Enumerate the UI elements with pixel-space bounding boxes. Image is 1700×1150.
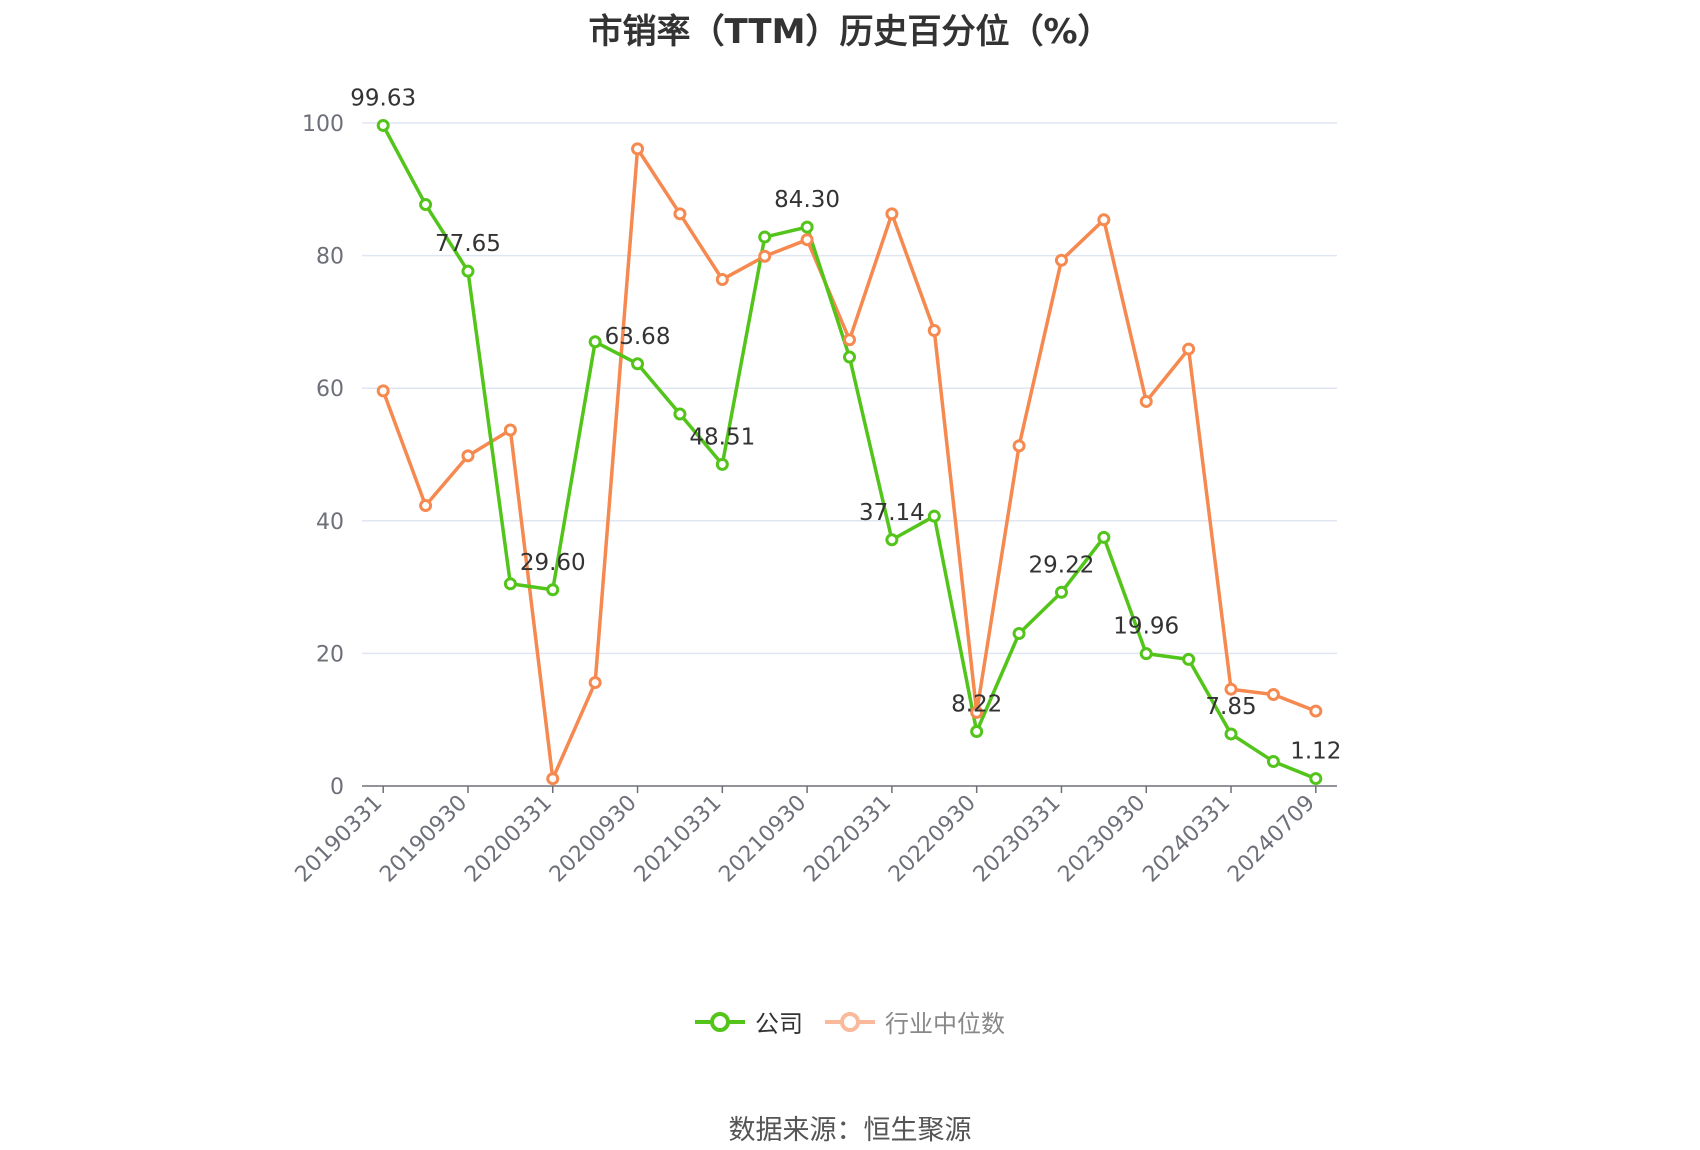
x-tick-label: 20230930: [1054, 791, 1151, 888]
data-point-1: [588, 676, 602, 690]
x-tick-label: 20200331: [460, 791, 557, 888]
data-point-0: [503, 577, 517, 591]
data-point-0: [800, 220, 814, 234]
series-line-1: [381, 147, 1317, 781]
y-axis: 0 20 40 60 80 100: [302, 112, 344, 800]
x-tick-label: 20230331: [969, 791, 1066, 888]
data-label: 7.85: [1205, 694, 1256, 720]
data-point-1: [1182, 342, 1196, 356]
data-point-0: [1224, 727, 1238, 741]
data-point-0: [419, 198, 433, 212]
data-point-1: [631, 142, 645, 156]
data-point-0: [1012, 627, 1026, 641]
data-label: 29.22: [1029, 552, 1095, 578]
x-tick-label: 20220930: [884, 791, 981, 888]
data-point-1: [1266, 688, 1280, 702]
data-point-0: [758, 230, 772, 244]
legend-swatch-company: [695, 1011, 745, 1032]
legend-label-industry-median: 行业中位数: [885, 1010, 1005, 1038]
data-point-1: [673, 207, 687, 221]
data-point-0: [1054, 585, 1068, 599]
legend-label-company: 公司: [755, 1010, 803, 1038]
data-point-0: [588, 335, 602, 349]
data-label: 29.60: [520, 550, 586, 576]
data-point-1: [885, 207, 899, 221]
x-tick-label: 20210331: [630, 791, 727, 888]
data-point-1: [715, 272, 729, 286]
data-label: 8.22: [951, 692, 1002, 718]
data-label: 63.68: [605, 324, 671, 350]
data-point-0: [715, 457, 729, 471]
y-tick-label: 20: [316, 642, 344, 667]
data-point-0: [1097, 530, 1111, 544]
data-point-1: [376, 384, 390, 398]
series-line-0: [381, 124, 1317, 781]
data-label: 77.65: [435, 231, 501, 257]
data-point-1: [546, 772, 560, 786]
data-point-0: [970, 725, 984, 739]
data-point-0: [843, 350, 856, 364]
data-label: 99.63: [350, 85, 416, 111]
x-tick-label: 20240331: [1138, 791, 1235, 888]
data-point-1: [927, 324, 941, 338]
data-source: 数据来源：恒生聚源: [728, 1115, 972, 1146]
grid-lines: [362, 122, 1337, 655]
data-point-0: [1182, 652, 1196, 666]
data-point-0: [461, 264, 475, 278]
x-tick-label: 20190930: [375, 791, 472, 888]
series-points: [376, 118, 1323, 786]
y-tick-label: 40: [316, 510, 344, 535]
data-point-1: [503, 423, 517, 437]
data-point-1: [970, 705, 984, 719]
data-point-1: [843, 333, 856, 347]
y-tick-label: 60: [316, 377, 344, 402]
data-point-1: [758, 249, 772, 263]
data-point-1: [1224, 682, 1238, 696]
data-point-0: [1139, 647, 1153, 661]
data-label: 48.51: [689, 424, 755, 450]
data-point-1: [461, 449, 475, 463]
x-tick-label: 20220331: [799, 791, 896, 888]
data-point-0: [546, 583, 560, 597]
data-point-0: [673, 407, 687, 421]
y-tick-label: 100: [302, 112, 344, 137]
legend: 公司 行业中位数: [0, 1004, 1700, 1039]
data-label: 1.12: [1290, 739, 1341, 765]
data-point-1: [1309, 704, 1323, 718]
data-point-1: [800, 233, 814, 247]
data-point-0: [927, 509, 941, 523]
y-tick-label: 80: [316, 245, 344, 270]
data-point-0: [631, 357, 645, 371]
data-point-0: [1266, 754, 1280, 768]
data-label: 19.96: [1113, 614, 1179, 640]
x-tick-label: 20200930: [545, 791, 642, 888]
data-label: 84.30: [774, 187, 840, 213]
chart-title: 市销率（TTM）历史百分位（%）: [588, 12, 1112, 52]
data-point-1: [1054, 253, 1068, 267]
y-tick-label: 0: [330, 775, 344, 800]
legend-swatch-industry-median: [825, 1011, 875, 1032]
x-tick-label: 20240709: [1223, 791, 1320, 888]
data-labels: 99.63 77.65 29.60 63.68 48.51 84.30 37.14 8.22 2…: [350, 85, 1341, 764]
x-tick-label: 20210930: [714, 791, 811, 888]
x-tick-label: 20190331: [291, 791, 388, 888]
data-point-0: [376, 118, 390, 132]
data-point-1: [1012, 439, 1026, 453]
data-label: 37.14: [859, 500, 925, 526]
data-point-1: [1139, 394, 1153, 408]
data-point-0: [1309, 772, 1323, 786]
legend-item-industry-median[interactable]: 行业中位数: [825, 1004, 1005, 1039]
series-lines: [381, 124, 1317, 781]
x-axis: 2019033120190930202003312020093020210331…: [291, 785, 1337, 888]
legend-item-company[interactable]: 公司: [695, 1004, 803, 1039]
data-point-1: [1097, 213, 1111, 227]
data-point-1: [419, 499, 433, 513]
data-point-0: [885, 533, 899, 547]
